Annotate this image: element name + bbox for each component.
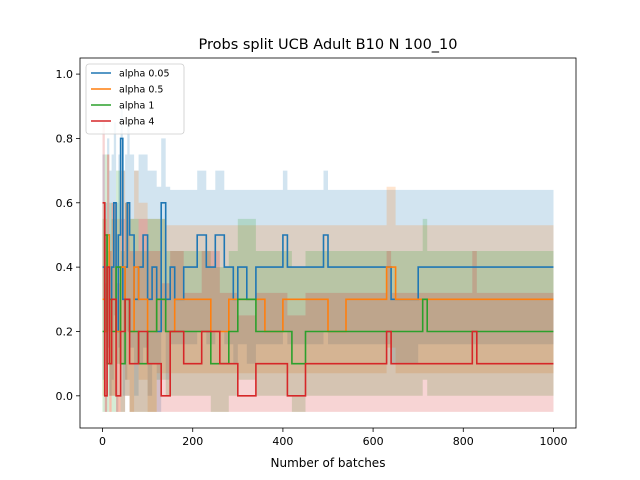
series-line-3 xyxy=(102,234,554,365)
series-lines xyxy=(102,137,554,397)
x-tick-label: 600 xyxy=(363,435,384,448)
y-tick-label: 0.8 xyxy=(56,132,74,145)
legend: alpha 0.05 alpha 0.5 alpha 1 alpha 4 xyxy=(85,63,185,135)
x-tick-label: 0 xyxy=(99,435,106,448)
plot-frame xyxy=(79,57,577,429)
legend-label: alpha 0.05 xyxy=(119,69,170,80)
x-tick-label: 400 xyxy=(272,435,293,448)
legend-label: alpha 0.5 xyxy=(119,85,163,96)
y-tick-label: 0.4 xyxy=(56,261,74,274)
legend-label: alpha 1 xyxy=(119,101,154,112)
legend-label: alpha 4 xyxy=(119,117,154,128)
band-2 xyxy=(102,154,554,412)
chart-title: Probs split UCB Adult B10 N 100_10 xyxy=(199,37,458,53)
y-tick-label: 1.0 xyxy=(56,68,74,81)
series-line-1 xyxy=(102,137,554,333)
x-axis-label: Number of batches xyxy=(271,456,386,470)
x-axis: 0 200 400 600 800 1000 xyxy=(99,428,567,448)
x-tick-label: 800 xyxy=(453,435,474,448)
x-tick-label: 200 xyxy=(182,435,203,448)
legend-box xyxy=(85,63,185,135)
band-4 xyxy=(102,122,554,412)
y-tick-label: 0.0 xyxy=(56,390,74,403)
y-tick-label: 0.6 xyxy=(56,197,74,210)
y-axis: 0.0 0.2 0.4 0.6 0.8 1.0 xyxy=(56,68,80,403)
x-tick-label: 1000 xyxy=(539,435,567,448)
series-line-4 xyxy=(102,202,554,397)
y-tick-label: 0.2 xyxy=(56,325,74,338)
band-3 xyxy=(102,154,554,412)
